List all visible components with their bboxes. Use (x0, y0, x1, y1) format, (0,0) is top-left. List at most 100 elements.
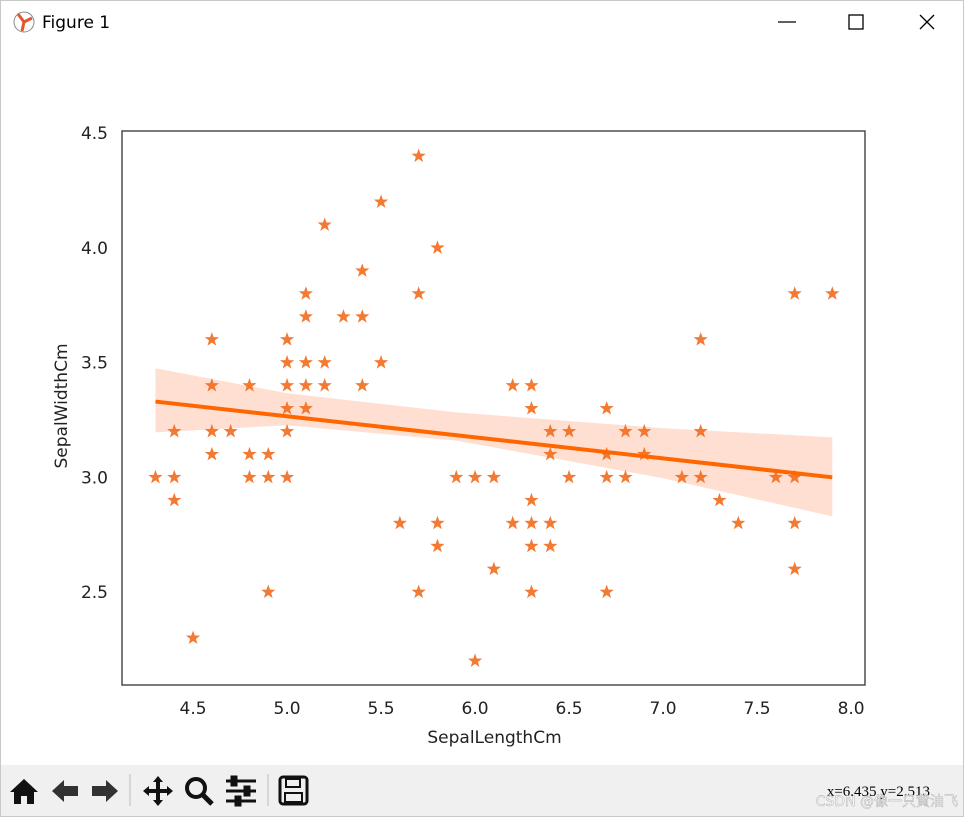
regression-line (155, 399, 833, 480)
point (261, 446, 276, 461)
point (731, 515, 746, 530)
point (543, 446, 558, 461)
point (768, 469, 784, 484)
point (524, 538, 539, 553)
point (167, 469, 182, 484)
point (279, 332, 295, 346)
point (543, 515, 558, 530)
save-button[interactable] (278, 775, 309, 806)
point (261, 584, 276, 599)
point (693, 423, 708, 438)
point (242, 446, 257, 461)
point (242, 469, 257, 484)
x-tick-label: 8.0 (838, 699, 865, 719)
point (430, 515, 445, 530)
home-button[interactable] (10, 779, 38, 804)
point (712, 492, 727, 507)
point (317, 378, 332, 392)
point (392, 515, 408, 530)
point (317, 217, 332, 231)
y-tick-label: 3.0 (81, 468, 108, 488)
maximize-button[interactable] (848, 14, 864, 30)
point (336, 309, 351, 323)
point (242, 378, 257, 392)
point (298, 378, 313, 392)
pan-button[interactable] (143, 776, 173, 806)
status-text: x=6.435 y=2.513 (827, 784, 930, 800)
point (787, 515, 802, 530)
point (373, 194, 389, 208)
point (787, 561, 802, 576)
window-title: Figure 1 (42, 13, 110, 33)
point (561, 469, 577, 484)
point (618, 469, 633, 484)
point (599, 469, 614, 484)
point (486, 561, 502, 576)
point (674, 469, 690, 484)
configure-button[interactable] (226, 775, 256, 807)
point (204, 332, 219, 346)
y-tick-label: 3.5 (81, 354, 108, 374)
forward-button[interactable] (92, 780, 118, 802)
point (637, 423, 652, 438)
point (430, 538, 445, 553)
point (543, 538, 558, 553)
y-tick-label: 4.5 (81, 124, 108, 144)
zoom-button[interactable] (185, 777, 214, 806)
x-tick-label: 4.5 (180, 699, 207, 719)
point (561, 423, 577, 438)
point (467, 653, 483, 667)
point (204, 446, 219, 461)
x-tick-label: 6.0 (462, 699, 489, 719)
point (825, 286, 840, 300)
point (787, 469, 802, 484)
point (505, 378, 520, 392)
point (355, 263, 370, 277)
point (524, 400, 539, 415)
point (543, 423, 558, 438)
point (185, 630, 201, 645)
plot: 4.5 5.0 5.5 6.0 6.5 7.0 7.5 8.0 2.5 3.0 3.5 4.0 4.5 S… (52, 124, 865, 748)
point (261, 469, 276, 484)
point (524, 515, 539, 530)
point (279, 378, 295, 392)
x-axis-label: SepalLengthCm (427, 728, 561, 748)
point (148, 469, 163, 484)
app-icon (13, 11, 35, 33)
point (298, 355, 313, 369)
point (524, 492, 539, 507)
x-tick-label: 5.5 (368, 699, 395, 719)
point (204, 378, 219, 392)
point (693, 469, 708, 484)
point (693, 332, 708, 346)
x-tick-label: 6.5 (556, 699, 583, 719)
point (524, 378, 539, 392)
point (599, 584, 614, 599)
y-tick-label: 2.5 (81, 583, 108, 603)
confidence-band (155, 368, 833, 517)
point (787, 286, 802, 300)
point (355, 309, 370, 323)
x-tick-label: 5.0 (274, 699, 301, 719)
point (279, 423, 295, 438)
point (279, 355, 295, 369)
point (505, 515, 520, 530)
point (298, 309, 313, 323)
point (467, 469, 483, 484)
point (618, 423, 633, 438)
point (524, 584, 539, 599)
point (279, 469, 295, 484)
close-button[interactable] (919, 14, 935, 30)
point (411, 584, 426, 599)
point (599, 400, 614, 415)
x-tick-label: 7.0 (650, 699, 677, 719)
point (373, 355, 389, 369)
point (167, 423, 182, 438)
back-button[interactable] (52, 780, 78, 802)
point (279, 400, 295, 415)
point (167, 492, 182, 507)
y-tick-label: 4.0 (81, 239, 108, 259)
point (411, 286, 426, 300)
